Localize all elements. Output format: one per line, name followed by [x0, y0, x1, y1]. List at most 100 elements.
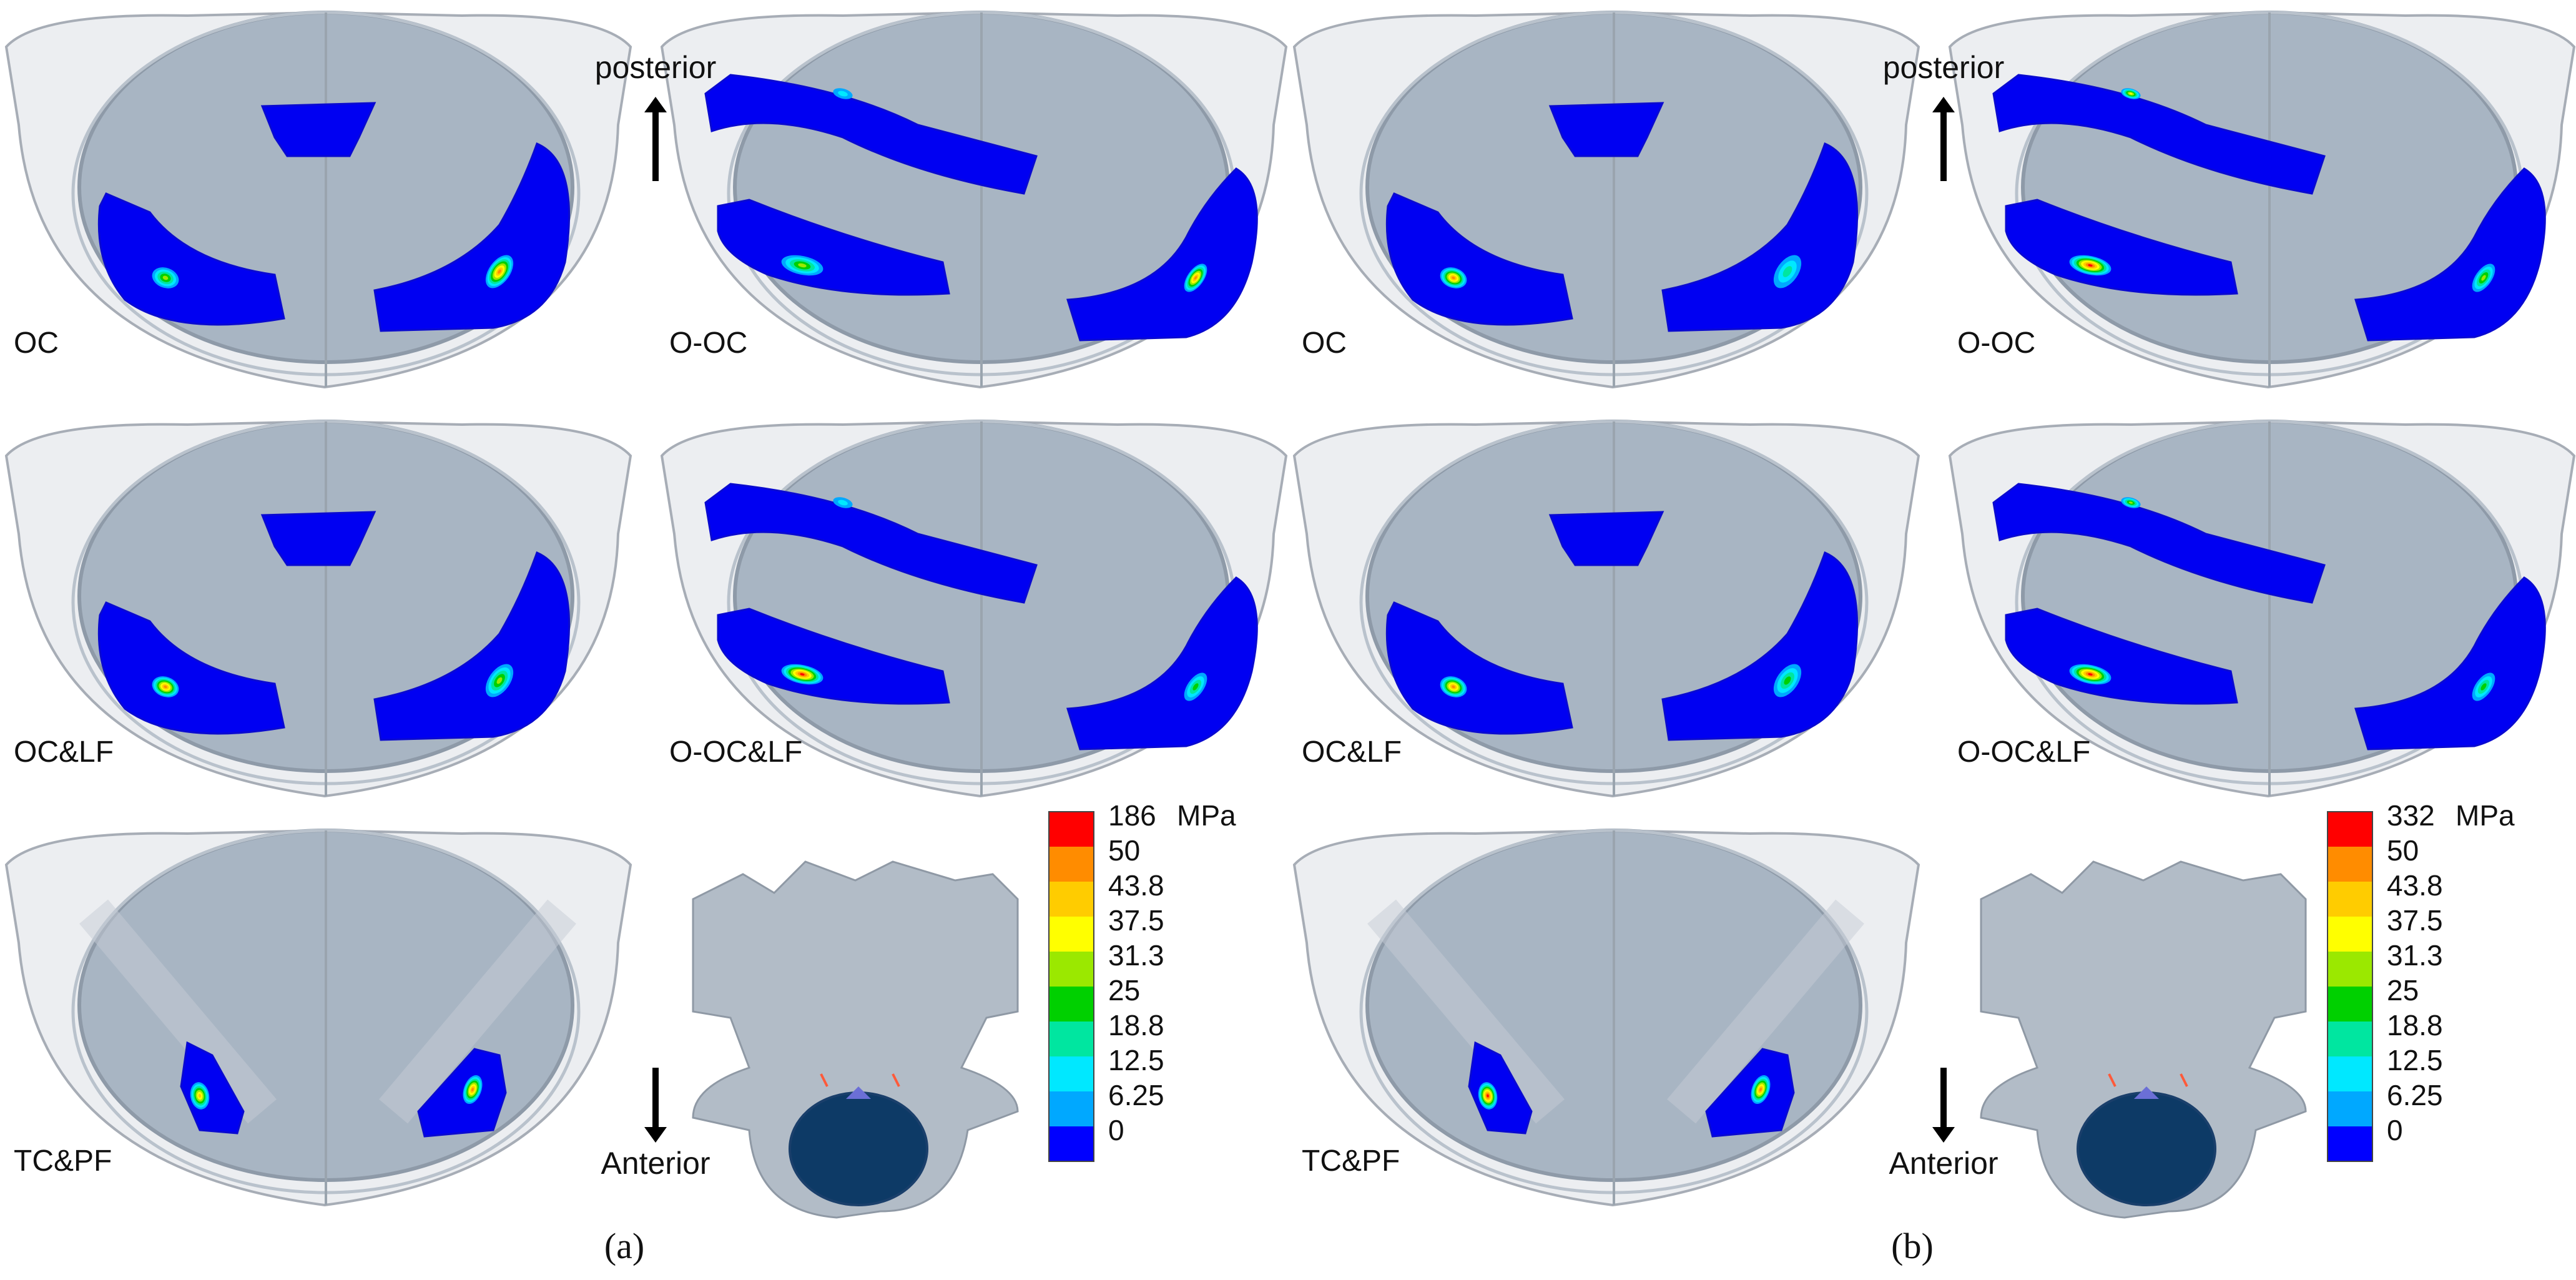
contact-zone-right-band	[1066, 167, 1258, 342]
contact-zone-right-band	[2354, 167, 2546, 342]
colorbar-swatch	[2328, 1022, 2372, 1056]
colorbar-swatch	[2328, 1091, 2372, 1126]
contact-zone-left-small	[180, 1041, 245, 1135]
orientation-indicator: posterior Anterior	[595, 50, 717, 1181]
contact-zone-posterior	[1548, 102, 1664, 157]
case-label: O-OC	[1957, 327, 2035, 360]
colorbar-max-label: 332	[2387, 799, 2435, 832]
colorbar-tick-label: 25	[1108, 974, 1140, 1007]
colorbar-tick-label: 12.5	[1108, 1044, 1164, 1076]
colorbar-tick-label: 6.25	[1108, 1079, 1164, 1111]
hotspot-0-left	[152, 267, 179, 288]
colorbar-tick-label: 12.5	[2387, 1044, 2443, 1076]
colorbar-tick-label: 6.25	[2387, 1079, 2443, 1111]
contact-zone-left-band	[717, 199, 950, 296]
colorbar-swatch	[1049, 847, 1094, 882]
contact-zone-right-band	[2354, 576, 2546, 751]
contact-zone-right	[1661, 551, 1859, 741]
hotspot-4-left	[1478, 1082, 1498, 1110]
contact-zone-left-small	[1468, 1041, 1533, 1135]
contact-zone-posterior-band	[704, 74, 1038, 195]
case-label: O-OC	[669, 327, 747, 360]
hotspot-3-left	[2069, 664, 2111, 685]
case-label: TC&PF	[1302, 1145, 1400, 1178]
colorbar-swatch	[2328, 952, 2372, 987]
spinal-canal	[2077, 1091, 2216, 1206]
case-label: OC	[14, 327, 59, 360]
colorbar-swatch	[2328, 847, 2372, 882]
direction-label-posterior: posterior	[1883, 50, 2005, 85]
colorbar-tick-label: 31.3	[2387, 939, 2443, 972]
endplate-view-oc: OC&LF	[4, 420, 632, 798]
colorbar-swatch	[1049, 812, 1094, 847]
panel-b: OC O-OC OC&LF O-OC&LF TC&PF posterior Anterior…	[1292, 11, 2576, 1266]
spinal-canal	[789, 1091, 928, 1206]
hotspot-3-right	[1184, 672, 1207, 701]
colorbar-tick-label: 0	[1108, 1114, 1124, 1146]
hotspot-4-right	[463, 1075, 483, 1105]
vertebra-model	[1980, 860, 2307, 1219]
contact-zone-posterior	[260, 511, 376, 566]
contact-zone-posterior-band	[704, 483, 1038, 604]
hotspot-2-left	[152, 676, 179, 697]
hotspot-0-right	[485, 255, 514, 288]
contact-zone-posterior	[1548, 511, 1664, 566]
colorbar-swatch	[1049, 1022, 1094, 1056]
colorbar-unit: MPa	[1177, 799, 1236, 832]
direction-label-anterior: Anterior	[601, 1146, 710, 1181]
hotspot-3-left	[781, 664, 823, 685]
contact-zone-posterior	[260, 102, 376, 157]
endplate-view-tc: TC&PF	[1292, 829, 1920, 1207]
colorbar-swatch	[1049, 882, 1094, 917]
vertebra-model	[692, 860, 1019, 1219]
contact-zone-right	[1661, 142, 1859, 332]
colorbar-swatch	[1049, 917, 1094, 952]
hotspot-4-left	[190, 1082, 210, 1110]
hotspot-1-posterior	[833, 88, 853, 99]
colorbar-tick-label: 0	[2387, 1114, 2403, 1146]
colorbar-swatch	[2328, 1126, 2372, 1161]
colorbar-swatch	[2328, 917, 2372, 952]
hotspot-2-right	[1773, 664, 1802, 697]
colorbar-tick-label: 43.8	[2387, 869, 2443, 902]
hotspot-1-left	[2069, 255, 2111, 276]
hotspot-1-left	[781, 255, 823, 276]
hotspot-2-right	[485, 664, 514, 697]
colorbar-swatch	[1049, 1091, 1094, 1126]
colorbar-swatch	[2328, 1056, 2372, 1091]
contact-zone-left-band	[717, 608, 950, 705]
colorbar-tick-label: 18.8	[2387, 1009, 2443, 1041]
colorbar-tick-label: 18.8	[1108, 1009, 1164, 1041]
direction-label-anterior: Anterior	[1889, 1146, 1998, 1181]
hotspot-4-right	[1751, 1075, 1771, 1105]
hotspot-1-right	[1184, 263, 1207, 292]
panel-a: OC O-OC OC&LF O-OC&LF TC&PF posterior Anterior…	[4, 11, 1288, 1266]
contact-zone-right-small	[417, 1048, 507, 1138]
contact-zone-right	[373, 142, 571, 332]
hotspot-0-right	[1773, 255, 1802, 288]
colorbar-swatch	[1049, 1126, 1094, 1161]
colorbar-tick-label: 25	[2387, 974, 2419, 1007]
contact-zone-left	[1385, 192, 1573, 326]
hotspot-2-left	[1440, 676, 1467, 697]
case-label: OC&LF	[14, 736, 114, 769]
endplate-view-oc: OC	[4, 11, 632, 389]
colorbar-tick-label: 31.3	[1108, 939, 1164, 972]
endplate-view-ooc: O-OC	[1948, 11, 2576, 389]
contact-zone-posterior-band	[1992, 483, 2326, 604]
endplate-view-tc: TC&PF	[4, 829, 632, 1207]
contact-zone-left-band	[2005, 199, 2238, 296]
contact-zone-left	[97, 192, 285, 326]
contact-zone-posterior-band	[1992, 74, 2326, 195]
endplate-view-ooc: O-OC&LF	[660, 420, 1288, 798]
case-label: OC&LF	[1302, 736, 1402, 769]
hotspot-1-right	[2472, 263, 2495, 292]
colorbar-swatch	[1049, 952, 1094, 987]
direction-label-posterior: posterior	[595, 50, 717, 85]
orientation-indicator: posterior Anterior	[1883, 50, 2005, 1181]
case-label: O-OC&LF	[1957, 736, 2090, 769]
endplate-view-ooc: O-OC	[660, 11, 1288, 389]
colorbar-tick-label: 50	[1108, 834, 1140, 867]
